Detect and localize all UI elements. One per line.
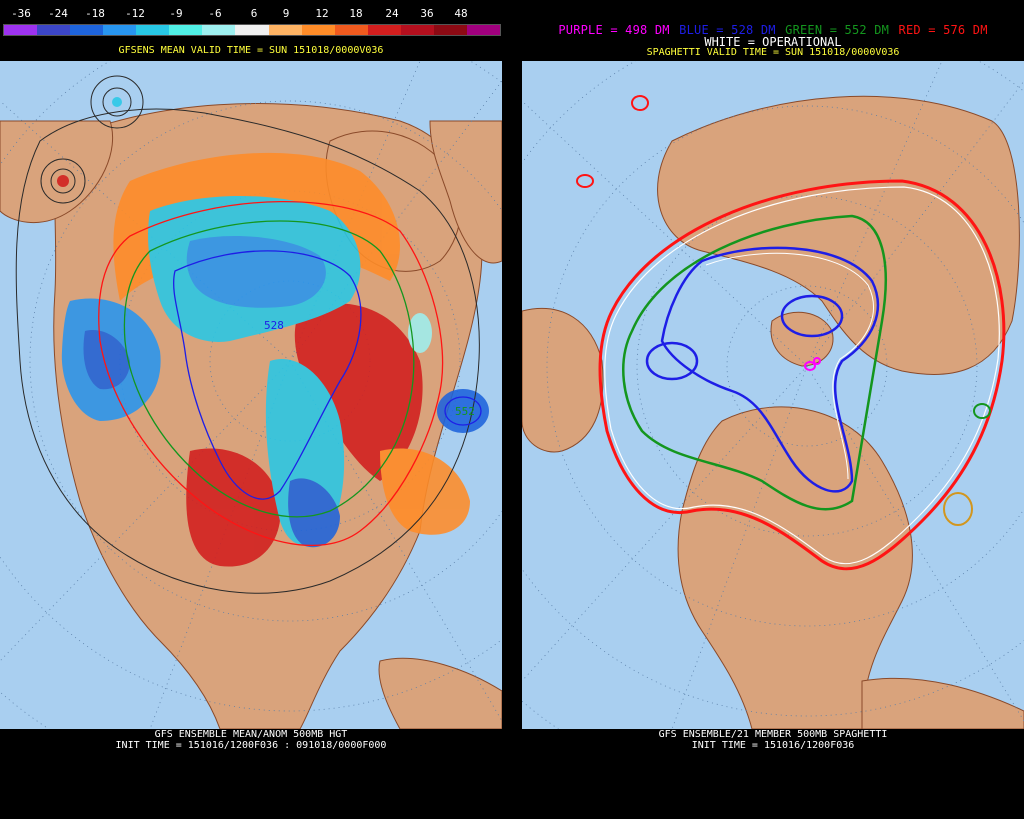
south-america-land [378, 657, 502, 729]
colorbar-tick-label: 12 [315, 7, 329, 20]
negative-anomaly [186, 236, 326, 308]
contour-552-members [622, 214, 887, 511]
contour-closed-low [40, 158, 86, 204]
siberia-land [0, 120, 114, 224]
negative-anomaly [83, 330, 130, 390]
colorbar-tick-label: -36 [11, 7, 31, 20]
contour-closed-low [90, 75, 144, 129]
contour-closed-low [444, 396, 482, 426]
spaghetti-footer-product: GFS ENSEMBLE/21 MEMBER 500MB SPAGHETTI [658, 729, 888, 740]
colorbar-tick-labels: -36 -24 -18 -12 -9 -6 6 9 12 18 24 36 48 [2, 7, 500, 21]
positive-anomaly [294, 303, 423, 481]
positive-anomaly [186, 448, 281, 567]
colorbar-tick-label: 6 [250, 7, 258, 20]
spaghetti-valid-time-title: SPAGHETTI VALID TIME = SUN 151018/0000V0… [646, 47, 900, 58]
ensemble-mean-panel: -36 -24 -18 -12 -9 -6 6 9 12 18 24 36 48… [0, 0, 502, 819]
colorbar-swatch [367, 25, 401, 35]
contour-closed-low [50, 168, 76, 194]
colorbar-swatch [433, 25, 467, 35]
colorbar-swatch [466, 25, 500, 35]
colorbar-tick-label: 24 [385, 7, 399, 20]
colorbar-swatch [136, 25, 170, 35]
colorbar-swatch [70, 25, 104, 35]
anomaly-colorbar [3, 24, 501, 36]
mean-valid-time-title: GFSENS MEAN VALID TIME = SUN 151018/0000… [118, 45, 384, 56]
spaghetti-footer: GFS ENSEMBLE/21 MEMBER 500MB SPAGHETTI I… [522, 729, 1024, 769]
colorbar-swatch [103, 25, 137, 35]
colorbar-tick-label: -24 [48, 7, 68, 20]
contour-misc-members [943, 492, 973, 526]
colorbar-swatch [301, 25, 335, 35]
polar-stereographic-map [522, 61, 1024, 729]
contour-576-operational [604, 186, 1000, 565]
spaghetti-footer-init-time: INIT TIME = 151016/1200F036 [691, 740, 855, 751]
legend-red: RED = 576 DM [898, 23, 988, 37]
colorbar-swatch [202, 25, 236, 35]
contour-552 [123, 220, 415, 518]
mean-footer-init-time: INIT TIME = 151016/1200F036 : 091018/000… [115, 740, 387, 751]
colorbar-tick-label: 18 [349, 7, 363, 20]
legend-green: GREEN = 552 DM [785, 23, 890, 37]
colorbar-tick-label: 9 [282, 7, 290, 20]
contour-528-members [780, 294, 844, 338]
colorbar-swatch [334, 25, 368, 35]
positive-anomaly [57, 175, 69, 187]
colorbar-swatch [400, 25, 434, 35]
legend-blue: BLUE = 528 DM [679, 23, 776, 37]
negative-anomaly [408, 313, 432, 353]
contour-528-operational [705, 252, 874, 480]
contour-528-members [660, 246, 880, 493]
europe-land [522, 307, 604, 453]
contour-552-members [973, 403, 991, 419]
negative-anomaly [437, 389, 489, 433]
mean-anomaly-map: 528 552 [0, 61, 502, 729]
contour-576-members [576, 174, 594, 188]
colorbar-swatch [235, 25, 269, 35]
contour-528 [172, 250, 362, 500]
contour-528-members [645, 341, 699, 381]
colorbar-tick-label: 48 [454, 7, 468, 20]
contour-576-members [598, 179, 1006, 571]
colorbar-tick-label: 36 [420, 7, 434, 20]
colorbar-tick-label: -12 [125, 7, 145, 20]
legend-white: WHITE = OPERATIONAL [704, 35, 842, 49]
contour-498-members [804, 361, 816, 371]
colorbar-tick-label: -6 [208, 7, 222, 20]
contour-576 [98, 200, 444, 547]
negative-anomaly [288, 478, 340, 548]
height-anomaly-shading [57, 97, 489, 567]
colorbar-tick-label: -18 [85, 7, 105, 20]
contour-label-552: 552 [455, 405, 475, 418]
eurasia-land [657, 95, 1020, 375]
spaghetti-panel: PURPLE = 498 DM BLUE = 528 DM GREEN = 55… [522, 0, 1024, 819]
mean-footer-product: GFS ENSEMBLE MEAN/ANOM 500MB HGT [154, 729, 348, 740]
colorbar-swatch [268, 25, 302, 35]
polar-stereographic-map: 528 552 [0, 61, 502, 729]
contour-outer [15, 108, 480, 594]
contour-label-528: 528 [264, 319, 284, 332]
europe-land [429, 120, 502, 264]
legend-purple: PURPLE = 498 DM [558, 23, 670, 37]
positive-anomaly [380, 448, 470, 535]
contour-498-members [813, 357, 821, 365]
colorbar-swatch [169, 25, 203, 35]
contour-576-members [631, 95, 649, 111]
colorbar-swatch [37, 25, 71, 35]
contour-color-legend: PURPLE = 498 DM BLUE = 528 DM GREEN = 55… [522, 23, 1024, 37]
colorbar-swatch [4, 25, 38, 35]
panel-divider [502, 0, 522, 819]
spaghetti-contours [576, 95, 1006, 571]
spaghetti-map [522, 61, 1024, 729]
contour-closed-low [102, 87, 132, 117]
mean-footer: GFS ENSEMBLE MEAN/ANOM 500MB HGT INIT TI… [0, 729, 502, 769]
height-contours [15, 75, 482, 594]
colorbar-tick-label: -9 [169, 7, 183, 20]
negative-anomaly [112, 97, 122, 107]
